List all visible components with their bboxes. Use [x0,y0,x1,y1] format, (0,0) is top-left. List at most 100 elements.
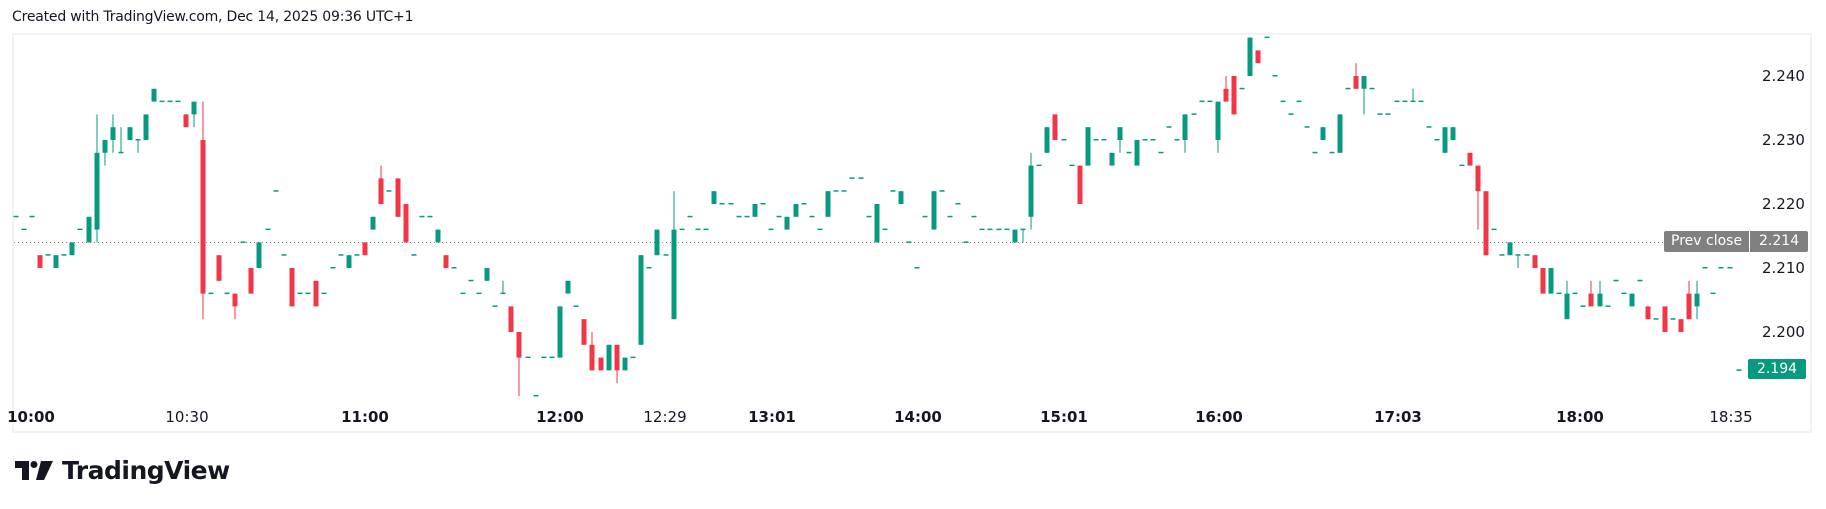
candle [313,280,319,307]
candle [622,357,628,371]
prev-close-label: Prev close [1664,231,1750,252]
time-tick-label: 10:00 [7,408,55,426]
candle [1540,268,1546,294]
candle [53,255,59,268]
candle [289,268,295,307]
candle [240,241,246,243]
candle [1434,139,1440,141]
candle [37,255,43,268]
time-tick-label: 18:00 [1556,408,1604,426]
candle [451,267,457,269]
candle [200,101,206,320]
candle [963,241,969,243]
candle [1158,151,1164,154]
candle [443,255,449,268]
candle [1280,100,1286,103]
candle [866,215,872,218]
candle [671,191,677,320]
candle [13,215,19,218]
last-price-badge: 2.194 [1748,359,1806,379]
tradingview-logo-icon [15,461,53,480]
candle [557,306,563,358]
candle [208,292,214,295]
candle [784,216,790,230]
candle [1061,139,1067,141]
time-tick-label: 12:00 [536,408,584,426]
candle [1645,306,1651,320]
candle [224,292,230,295]
candle [760,203,766,205]
candle [273,190,279,192]
candle [1174,139,1180,141]
time-tick-label: 15:01 [1040,408,1088,426]
candle [882,228,888,231]
candle [630,356,636,359]
time-tick-label: 10:30 [165,408,209,426]
prev-close-badge: Prev close 2.214 [1664,231,1809,252]
candle [1288,113,1294,115]
candle [728,203,734,205]
time-tick-label: 16:00 [1195,408,1243,426]
candle [987,228,993,231]
candle [736,215,742,218]
price-tick-label: 2.210 [1762,259,1805,277]
candle [1117,127,1123,153]
candle [906,241,912,243]
candle [525,356,531,359]
candle [1020,228,1026,243]
candle [1588,280,1594,307]
candle [69,242,75,256]
candle [752,204,758,217]
candle [801,203,807,205]
chart-frame[interactable] [12,33,1812,433]
candle [265,228,271,231]
candle [1702,267,1708,269]
candle [1215,101,1221,153]
candle [508,306,514,332]
candle [1613,279,1619,282]
candle [135,139,141,153]
candle [378,165,384,204]
candle [403,204,409,243]
candle [1572,292,1578,295]
candle [1727,267,1733,269]
candle [955,203,961,205]
candle [1239,87,1245,90]
candle [1296,100,1302,103]
candle [679,228,685,231]
candle [589,332,595,371]
candle [427,215,433,218]
candle [1272,75,1278,77]
candle [1524,254,1530,256]
candle [646,267,652,269]
candle [1385,113,1391,115]
candle [1191,113,1197,115]
candle [606,344,612,371]
candle [1182,114,1188,153]
candle [931,191,937,230]
chart-header-caption: Created with TradingView.com, Dec 14, 20… [12,9,414,25]
candle [216,255,222,281]
time-tick-label: 12:29 [643,408,687,426]
tradingview-logo[interactable]: TradingView [15,456,230,485]
candle [1459,164,1465,167]
candle [849,177,855,179]
candles-layer [13,36,1742,397]
time-tick-label: 11:00 [341,408,389,426]
candle [305,292,311,295]
candle [362,242,368,256]
candle [1369,87,1375,90]
candle [1207,100,1213,103]
candle [1028,152,1034,230]
candle [281,254,287,256]
candle [370,216,376,230]
candle [1304,126,1310,128]
candle [1329,151,1335,154]
candle [61,254,67,256]
candle [1556,292,1562,295]
tradingview-wordmark: TradingView [62,456,230,485]
candle [77,228,83,231]
candle [159,100,165,103]
candle [354,254,360,256]
